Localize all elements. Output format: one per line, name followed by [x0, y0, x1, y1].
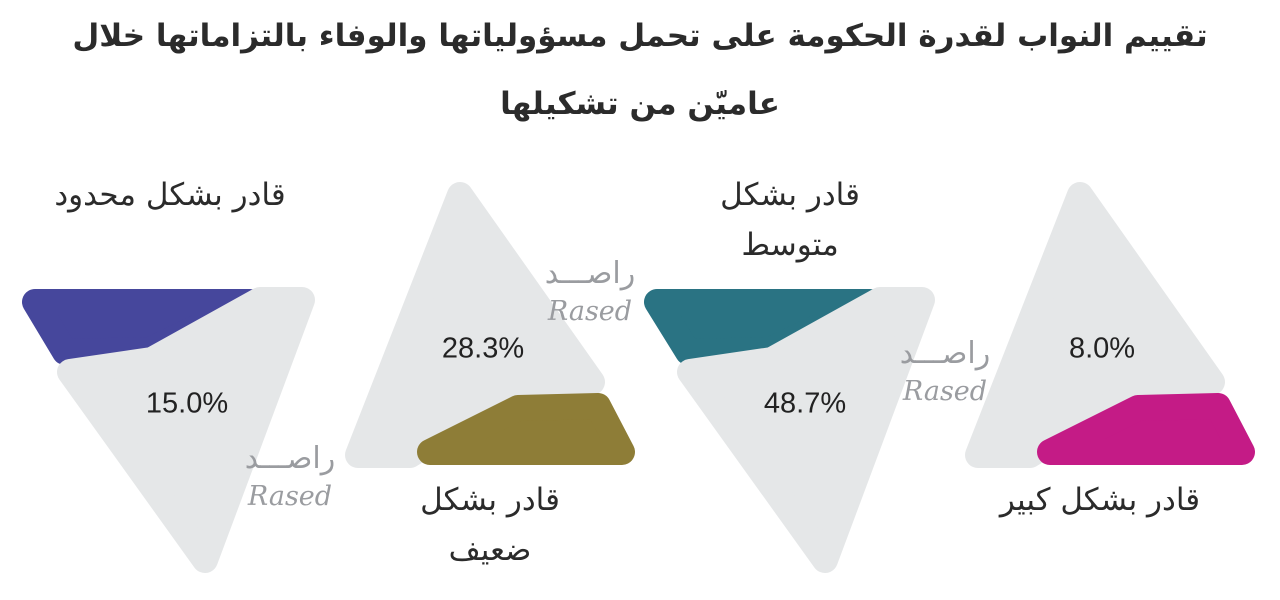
segment-medium-base — [677, 287, 935, 573]
segment-high-color — [1037, 393, 1255, 465]
segment-limited-base — [57, 287, 315, 573]
value-label-medium: 48.7% — [763, 387, 847, 420]
value-label-high: 8.0% — [1068, 332, 1136, 365]
watermark-latin: Rased — [902, 376, 988, 407]
watermark-arabic: راصـــد — [899, 336, 991, 371]
watermark-latin: Rased — [247, 481, 333, 512]
chart-title-line-1: تقييم النواب لقدرة الحكومة على تحمل مسؤو… — [72, 18, 1208, 54]
watermark-arabic: راصـــد — [244, 441, 336, 476]
watermark-latin: Rased — [547, 296, 633, 327]
category-label-weak: قادر بشكل ضعيف — [420, 482, 560, 568]
segment-weak-color — [417, 393, 635, 465]
watermark-arabic: راصـــد — [544, 256, 636, 291]
value-label-limited: 15.0% — [145, 387, 229, 420]
watermark-logo: راصـــد Rased — [230, 440, 350, 516]
chart-title-line-2: عاميّن من تشكيلها — [500, 86, 780, 122]
watermark-logo: راصـــد Rased — [530, 255, 650, 331]
value-label-weak: 28.3% — [441, 332, 525, 365]
category-label-limited: قادر بشكل محدود — [54, 177, 286, 213]
watermark-logo: راصـــد Rased — [885, 335, 1005, 411]
category-label-medium: قادر بشكل متوسط — [720, 177, 860, 263]
category-label-high: قادر بشكل كبير — [999, 482, 1201, 518]
